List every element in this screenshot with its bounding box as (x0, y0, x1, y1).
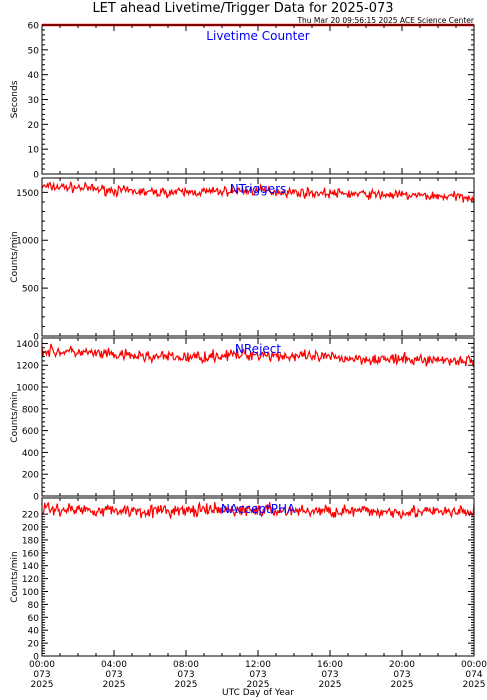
data-line (41, 501, 475, 521)
y-tick-label: 200 (22, 471, 39, 481)
x-tick-label: 12:00 (245, 660, 271, 670)
x-tick-label: 2025 (319, 680, 342, 690)
x-tick-label: 00:00 (29, 660, 55, 670)
y-tick-label: 220 (22, 511, 39, 521)
x-tick-label: 04:00 (101, 660, 127, 670)
y-axis-label: Counts/min (10, 551, 20, 602)
y-tick-label: 400 (22, 449, 39, 459)
y-tick-label: 1500 (16, 189, 39, 199)
x-tick-label: 2025 (175, 680, 198, 690)
chart-panel-3: 0 200 400 600 800 1000 1200 1400 NReject Counts/m… (10, 337, 475, 503)
x-tick-label: 073 (393, 670, 410, 680)
x-tick-label: 073 (249, 670, 266, 680)
y-tick-label: 1000 (16, 237, 39, 247)
x-tick-label: 073 (177, 670, 194, 680)
data-line (41, 343, 475, 368)
y-tick-label: 60 (28, 22, 40, 32)
x-tick-label: 2025 (103, 680, 126, 690)
y-tick-label: 1400 (16, 340, 39, 350)
y-tick-label: 80 (28, 601, 40, 611)
x-axis-label: UTC Day of Year (222, 688, 294, 698)
y-tick-label: 0 (33, 493, 39, 503)
x-tick-label: 073 (321, 670, 338, 680)
x-tick-label: 00:00 (461, 660, 487, 670)
x-tick-label: 20:00 (389, 660, 415, 670)
y-axis-label: Counts/min (10, 391, 20, 442)
y-tick-label: 140 (22, 562, 39, 572)
x-tick-label: 074 (465, 670, 482, 680)
x-tick-label: 2025 (463, 680, 486, 690)
y-tick-label: 0 (33, 333, 39, 343)
plot-frame (41, 497, 475, 657)
y-tick-label: 60 (28, 614, 40, 624)
y-tick-label: 160 (22, 549, 39, 559)
y-tick-label: 120 (22, 575, 39, 585)
y-tick-label: 180 (22, 536, 39, 546)
x-tick-label: 2025 (391, 680, 414, 690)
chart-panel-2: 0 500 1000 1500 NTriggers Counts/min (10, 177, 475, 343)
y-tick-label: 800 (22, 405, 39, 415)
chart-panel-4: 0 20 40 60 80 100 120 140 160 180 200 220 NAcceptPHA… (10, 497, 475, 663)
series-label: NTriggers (230, 182, 287, 196)
chart-panels: 0 10 20 30 40 50 60 Livetime Counter Seconds 0 500… (10, 22, 475, 663)
y-tick-label: 30 (28, 96, 40, 106)
y-tick-label: 200 (22, 524, 39, 534)
y-tick-label: 20 (28, 640, 40, 650)
y-tick-label: 50 (28, 46, 40, 56)
y-tick-label: 0 (33, 653, 39, 663)
figure-subtitle: Thu Mar 20 09:56:15 2025 ACE Science Cen… (296, 16, 474, 25)
y-tick-label: 1200 (16, 362, 39, 372)
x-tick-label: 08:00 (173, 660, 199, 670)
plot-frame (41, 337, 475, 497)
series-label: NAcceptPHA (221, 502, 296, 516)
data-line (41, 181, 475, 203)
y-tick-label: 100 (22, 588, 39, 598)
series-label: NReject (235, 342, 281, 356)
x-tick-label: 16:00 (317, 660, 343, 670)
y-tick-label: 40 (28, 71, 40, 81)
y-tick-label: 500 (22, 285, 39, 295)
y-tick-label: 1000 (16, 384, 39, 394)
plot-frame (41, 24, 475, 175)
y-tick-label: 20 (28, 121, 40, 131)
figure-title: LET ahead Livetime/Trigger Data for 2025… (92, 1, 393, 16)
x-tick-label: 073 (105, 670, 122, 680)
y-tick-label: 0 (33, 171, 39, 181)
y-tick-label: 40 (28, 627, 40, 637)
x-axis-tick-labels: 00:00073202504:00073202508:00073202512:0… (29, 660, 487, 690)
x-tick-label: 073 (33, 670, 50, 680)
y-axis-label: Seconds (10, 80, 20, 118)
x-tick-label: 2025 (247, 680, 270, 690)
chart-panel-1: 0 10 20 30 40 50 60 Livetime Counter Seconds (10, 22, 475, 181)
series-label: Livetime Counter (206, 29, 309, 43)
y-tick-label: 10 (28, 146, 40, 156)
y-axis-label: Counts/min (10, 231, 20, 282)
plot-frame (41, 177, 475, 337)
x-tick-label: 2025 (31, 680, 54, 690)
y-tick-label: 600 (22, 427, 39, 437)
